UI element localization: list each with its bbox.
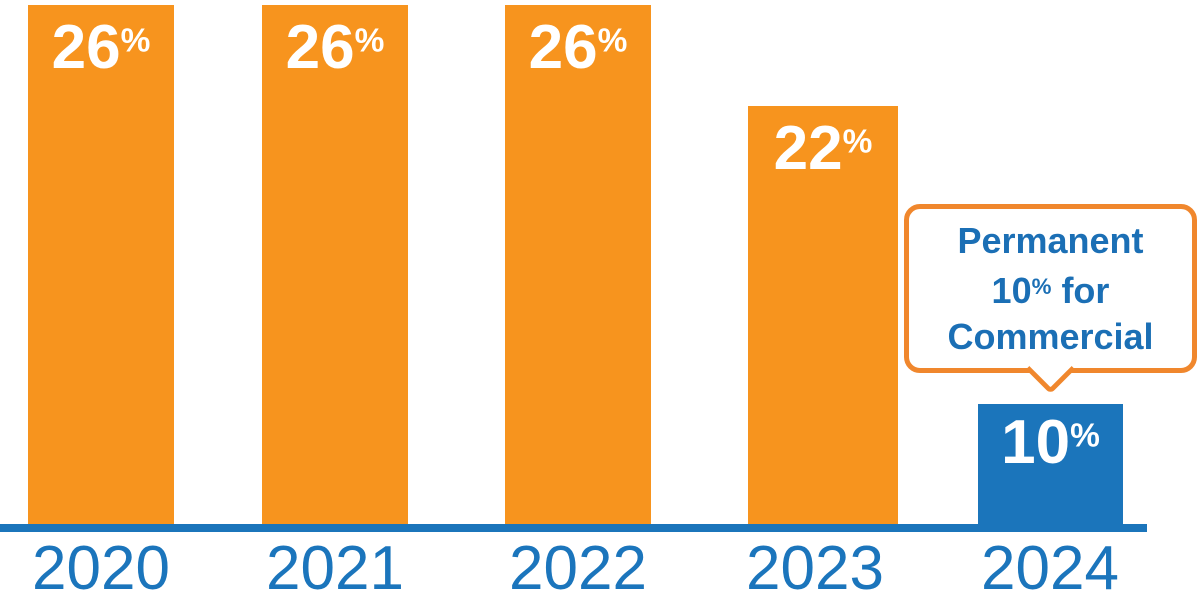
bar-value-number: 26 [285,13,355,82]
bar-value-label: 22% [748,106,898,181]
percent-sign: % [354,22,385,60]
callout-bubble: Permanent 10% for Commercial [904,204,1197,395]
axis-label-2024: 2024 [981,534,1119,603]
percent-sign: % [120,22,151,60]
percent-sign: % [597,22,628,60]
bar-2024-highlight: 10% [978,404,1123,532]
axis-label-2022: 2022 [509,534,647,603]
bar-2021: 26% [262,5,408,524]
axis-label-2021: 2021 [266,534,404,603]
bar-value-label: 26% [505,5,651,80]
bar-2023: 22% [748,106,898,524]
bar-2020: 26% [28,5,174,524]
bar-value-label: 10% [978,404,1123,475]
axis-label-2023: 2023 [746,534,884,603]
bar-value-number: 10 [1001,408,1071,477]
callout-value: 10 [991,269,1032,311]
callout-text-line-1: Permanent [957,220,1144,261]
percent-sign: % [1031,274,1052,299]
bar-value-number: 22 [773,114,843,183]
bar-value-label: 26% [28,5,174,80]
axis-label-2020: 2020 [32,534,170,603]
bar-2022: 26% [505,5,651,524]
percent-sign: % [1070,417,1100,455]
callout-suffix: for [1051,269,1110,311]
x-axis-line [0,524,1147,532]
bar-value-label: 26% [262,5,408,80]
percent-sign: % [842,123,873,161]
bar-value-number: 26 [528,13,598,82]
callout-text-line-2: 10% for [909,264,1192,314]
bar-value-number: 26 [51,13,121,82]
